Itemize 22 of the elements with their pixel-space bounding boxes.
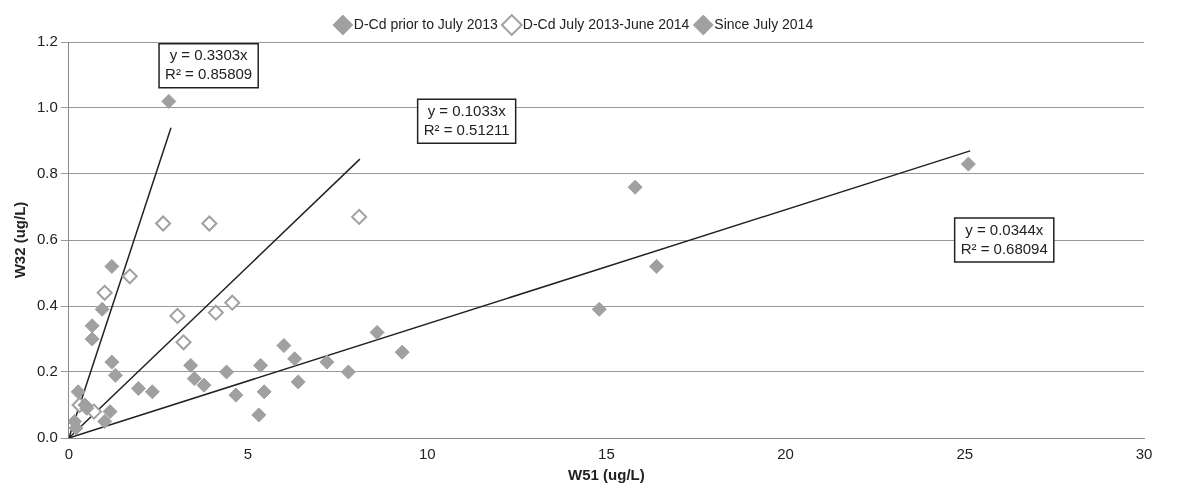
x-tick-label: 15 [598,445,615,463]
annotation: y = 0.1033x R² = 0.51211 [423,101,510,138]
x-tick-label: 20 [777,445,794,463]
x-tick-label: 30 [1135,445,1153,463]
x-tick-label: 0 [64,445,74,463]
x-tick-label: 25 [956,445,974,463]
y-tick-label: 0.8 [36,164,58,182]
y-tick-label: 1.0 [36,98,58,116]
y-tick-label: 0.0 [36,428,58,446]
legend-label: Since July 2014 [714,15,814,32]
legend-label: D-Cd prior to July 2013 [353,15,498,32]
annotation: y = 0.0344x R² = 0.68094 [960,220,1048,257]
annotation: y = 0.3303x R² = 0.85809 [165,46,253,83]
y-axis-title: W32 (ug/L) [11,201,29,279]
y-tick-label: 0.6 [36,230,58,248]
legend-label: D-Cd July 2013-June 2014 [522,15,690,32]
y-tick-label: 0.2 [36,362,58,380]
x-tick-label: 10 [418,445,436,463]
y-tick-label: 0.4 [36,296,58,314]
y-tick-label: 1.2 [36,32,58,50]
x-axis-title: W51 (ug/L) [568,466,645,484]
x-tick-label: 5 [243,445,253,463]
